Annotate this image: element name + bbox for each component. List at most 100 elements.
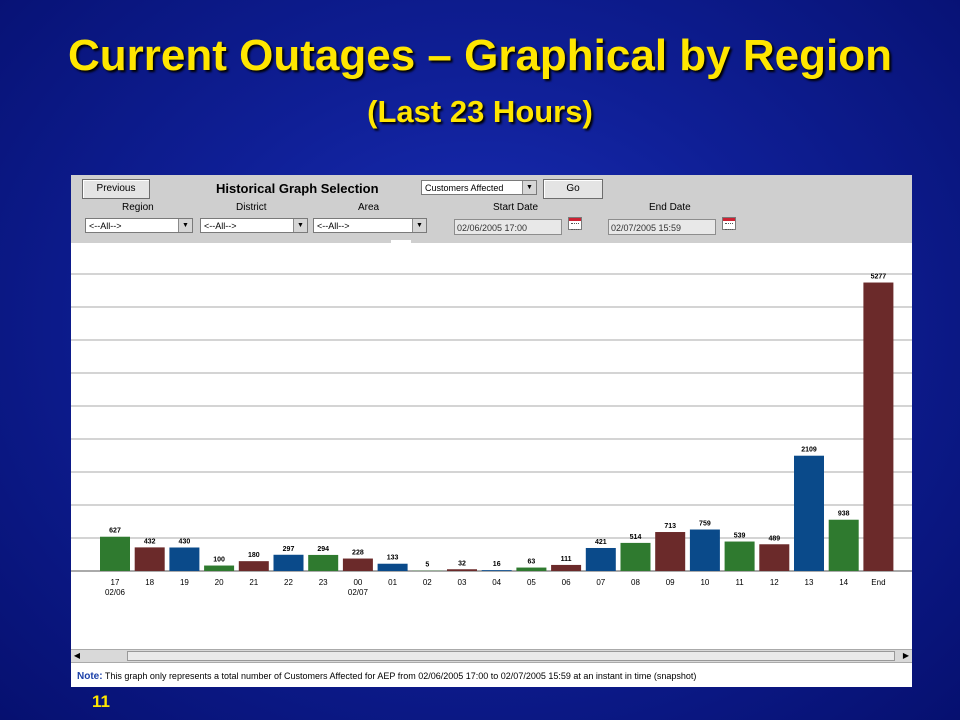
end-date-label: End Date <box>649 202 691 213</box>
district-select-value: <--All--> <box>204 221 237 231</box>
area-select-value: <--All--> <box>317 221 350 231</box>
horizontal-scrollbar[interactable]: ◀ ▶ <box>71 649 912 663</box>
bar-07 <box>585 547 616 571</box>
title-subtitle: (Last 23 Hours) <box>367 94 593 129</box>
bar-00 <box>342 558 373 571</box>
x-tick-label: 09 <box>666 578 675 587</box>
slide-title: Current Outages – Graphical by Region (L… <box>60 30 900 138</box>
scroll-right-icon[interactable]: ▶ <box>900 650 912 662</box>
bar-04 <box>481 570 512 571</box>
bar-08 <box>620 542 651 571</box>
note-text: This graph only represents a total numbe… <box>104 671 697 681</box>
bar-01 <box>377 563 408 571</box>
x-tick-sublabel: 02/06 <box>105 588 126 597</box>
bar-value-label: 2109 <box>801 447 817 454</box>
bar-value-label: 294 <box>317 546 329 553</box>
x-tick-label: 18 <box>145 578 154 587</box>
chevron-down-icon: ▼ <box>522 181 536 194</box>
bar-value-label: 133 <box>387 555 399 562</box>
x-tick-label: 21 <box>249 578 258 587</box>
chevron-down-icon: ▼ <box>293 219 307 232</box>
graph-toolbar: Previous Historical Graph Selection Cust… <box>71 175 912 243</box>
bar-value-label: 297 <box>283 546 295 553</box>
x-tick-label: 01 <box>388 578 397 587</box>
chart-area: 627 17 02/06 432 18 430 19 100 20 180 21 297 22 294 23… <box>71 243 912 653</box>
x-tick-label: 12 <box>770 578 779 587</box>
x-tick-label: 06 <box>562 578 571 587</box>
start-date-field[interactable]: 02/06/2005 17:00 <box>454 219 562 235</box>
chevron-down-icon: ▼ <box>412 219 426 232</box>
bar-value-label: 100 <box>213 557 225 564</box>
metric-select-value: Customers Affected <box>425 183 504 193</box>
x-tick-label: 00 <box>353 578 362 587</box>
region-select[interactable]: <--All--> ▼ <box>85 218 193 233</box>
metric-select[interactable]: Customers Affected ▼ <box>421 180 537 195</box>
x-tick-label: 10 <box>700 578 709 587</box>
bar-13 <box>794 455 824 571</box>
previous-button[interactable]: Previous <box>82 179 150 199</box>
bar-value-label: 228 <box>352 550 364 557</box>
bar-value-label: 539 <box>734 533 746 540</box>
bar-value-label: 489 <box>768 535 780 542</box>
x-tick-label: 23 <box>319 578 328 587</box>
bar-20 <box>204 565 235 571</box>
bar-value-label: 421 <box>595 539 607 546</box>
slide-number: 11 <box>92 692 110 711</box>
x-tick-label: End <box>871 578 885 587</box>
bar-19 <box>169 547 200 571</box>
bar-value-label: 5277 <box>871 274 887 281</box>
calendar-icon[interactable] <box>722 217 736 230</box>
bar-value-label: 180 <box>248 552 260 559</box>
note-label: Note: <box>77 671 103 682</box>
go-button[interactable]: Go <box>543 179 603 199</box>
bar-value-label: 432 <box>144 538 156 545</box>
bar-value-label: 5 <box>425 562 429 569</box>
x-tick-label: 11 <box>735 578 744 587</box>
x-tick-label: 05 <box>527 578 536 587</box>
bar-05 <box>516 567 547 571</box>
bar-17 <box>100 536 130 571</box>
bar-value-label: 63 <box>528 559 536 566</box>
chart-tab-marker <box>391 240 411 246</box>
x-tick-label: 02 <box>423 578 432 587</box>
bar-22 <box>273 554 304 571</box>
bar-06 <box>551 564 582 571</box>
x-tick-label: 13 <box>805 578 814 587</box>
scrollbar-thumb[interactable] <box>127 651 895 661</box>
area-select[interactable]: <--All--> ▼ <box>313 218 427 233</box>
x-tick-label: 14 <box>839 578 848 587</box>
scroll-left-icon[interactable]: ◀ <box>71 650 83 662</box>
region-label: Region <box>122 202 154 213</box>
x-tick-label: 22 <box>284 578 293 587</box>
district-label: District <box>236 202 267 213</box>
bar-10 <box>689 529 720 571</box>
bar-value-label: 713 <box>664 523 676 530</box>
x-tick-label: 20 <box>215 578 224 587</box>
x-tick-label: 17 <box>111 578 120 587</box>
x-tick-label: 03 <box>458 578 467 587</box>
calendar-icon[interactable] <box>568 217 582 230</box>
bar-23 <box>308 554 339 571</box>
x-tick-label: 07 <box>596 578 605 587</box>
x-tick-label: 08 <box>631 578 640 587</box>
start-date-label: Start Date <box>493 202 539 213</box>
bar-value-label: 32 <box>458 560 466 567</box>
x-tick-sublabel: 02/07 <box>348 588 369 597</box>
note-bar: Note: This graph only represents a total… <box>71 666 912 686</box>
bar-End <box>863 282 894 571</box>
app-window: Previous Historical Graph Selection Cust… <box>71 175 912 687</box>
region-select-value: <--All--> <box>89 221 122 231</box>
title-main: Current Outages – Graphical by Region <box>68 31 892 80</box>
district-select[interactable]: <--All--> ▼ <box>200 218 308 233</box>
bar-value-label: 111 <box>561 556 572 563</box>
bar-21 <box>238 561 269 571</box>
end-date-field[interactable]: 02/07/2005 15:59 <box>608 219 716 235</box>
x-tick-label: 04 <box>492 578 501 587</box>
bar-09 <box>655 532 686 571</box>
bar-14 <box>828 519 859 571</box>
bar-03 <box>447 569 477 571</box>
bar-value-label: 938 <box>838 511 850 518</box>
bar-value-label: 759 <box>699 521 711 528</box>
bar-value-label: 514 <box>630 534 642 541</box>
